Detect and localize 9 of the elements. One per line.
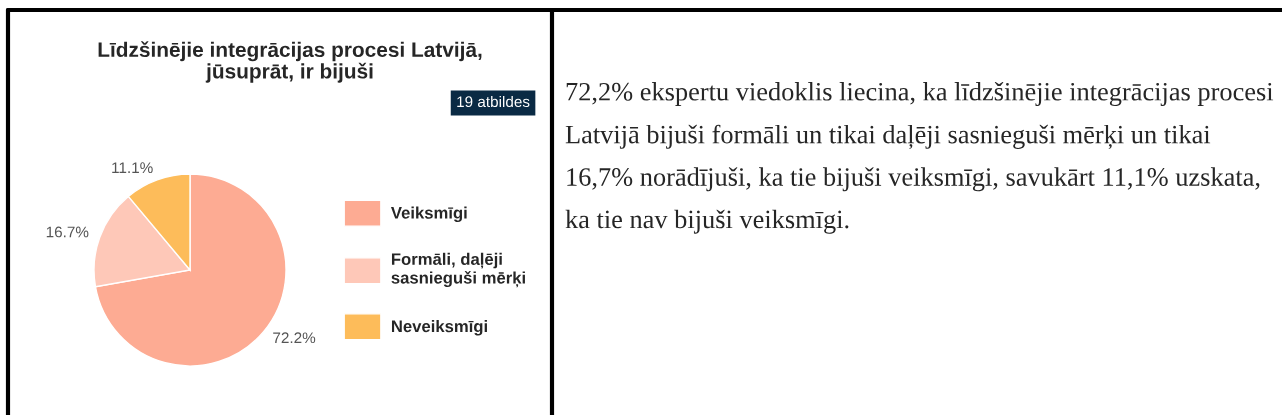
- chart-subtitle: 19 atbildes: [457, 95, 530, 108]
- legend-label: Formāli, daļēji sasnieguši mērķi: [391, 252, 525, 288]
- chart-title: Līdzšinējie integrācijas procesi Latvijā, jūsuprāt, ir bijuši: [98, 41, 482, 83]
- data-label: 11.1%: [112, 162, 153, 173]
- legend-label: Veiksmīgi: [390, 206, 467, 223]
- legend-label: Neveiksmīgi: [391, 319, 487, 336]
- data-label: 16.7%: [46, 226, 89, 238]
- text: 72,2% ekspertu viedoklis liecina, ka līdzšinējie integrācijas procesi Latvijā bijuši formāli un tikai daļēji sasnieguši mērķi un tikai 16,7% norādījuši, ka tie bijuši veiksmīgi, savukārt 11,1% uzskata, ka tie nav bijuši veiksmīgi.: [565, 82, 1274, 234]
- data-label: 72.2%: [273, 332, 316, 344]
